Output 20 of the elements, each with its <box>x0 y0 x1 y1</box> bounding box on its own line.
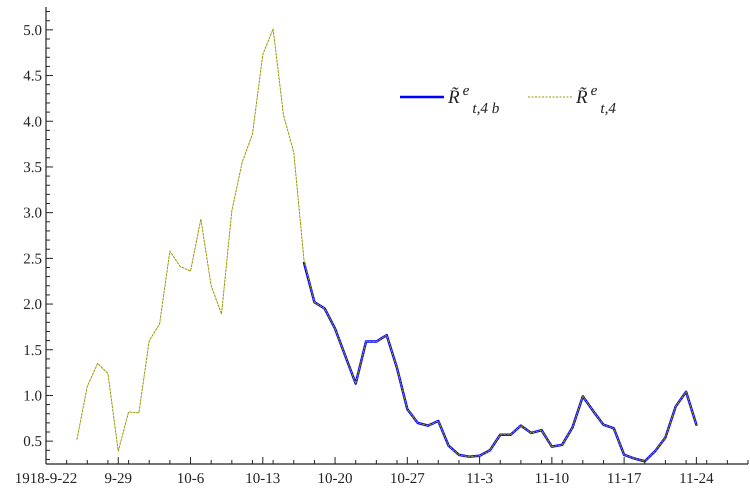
y-tick-label: 4.5 <box>23 68 42 85</box>
y-tick-label: 3.0 <box>23 206 42 222</box>
y-tick-label: 4.0 <box>23 114 42 130</box>
y-tick-label: 1.5 <box>23 342 42 359</box>
x-tick-label: 11-24 <box>679 471 714 487</box>
x-tick-label: 11-10 <box>534 471 570 487</box>
y-tick-label: 0.5 <box>23 434 42 450</box>
y-tick-label: 1.0 <box>23 388 42 404</box>
x-tick-label: 1918-9-22 <box>14 471 78 487</box>
x-tick-label: 11-17 <box>606 471 642 487</box>
y-tick-label: 5.0 <box>23 22 42 39</box>
x-tick-label: 10-13 <box>245 471 280 487</box>
x-tick-label: 10-27 <box>390 471 426 487</box>
y-tick-label: 2.5 <box>23 251 42 268</box>
y-tick-label: 2.0 <box>23 297 42 314</box>
x-tick-label: 10-20 <box>318 471 353 487</box>
y-tick-label: 3.5 <box>23 160 42 176</box>
x-tick-label: 9-29 <box>104 471 132 487</box>
x-tick-label: 11-3 <box>466 471 494 487</box>
x-tick-label: 10-6 <box>176 471 205 487</box>
